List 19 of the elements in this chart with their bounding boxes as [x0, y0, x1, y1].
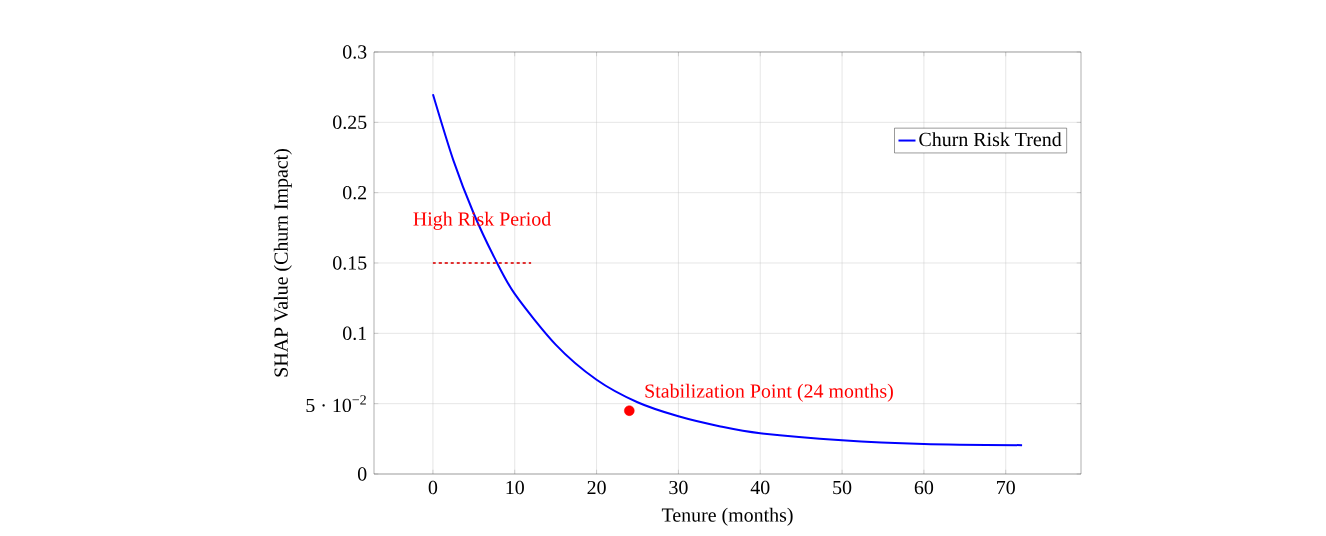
x-tick-label: 10 — [506, 480, 524, 495]
x-axis-title: Tenure (months) — [661, 507, 793, 526]
y-tick-label: 0.1 — [343, 326, 366, 341]
x-tick-label: 40 — [750, 480, 770, 495]
annotation: Stabilization Point (24 months) — [645, 383, 893, 402]
y-tick-label: 0.25 — [333, 115, 367, 130]
x-tick-label: 60 — [914, 480, 934, 495]
x-tick-label: 20 — [587, 480, 606, 495]
y-axis-title: SHAP Value (Churn Impact) — [273, 149, 292, 377]
y-tick-label: 0 — [357, 467, 367, 481]
y-tick-label: 0.2 — [343, 185, 367, 200]
x-tick-label: 70 — [997, 480, 1015, 495]
x-tick-label: 30 — [669, 480, 688, 495]
y-tick-label: 0.3 — [343, 45, 367, 59]
y-tick-label: 5 · 10$^{−2}$ — [306, 395, 366, 413]
y-tick-label: 0.15 — [333, 256, 367, 270]
x-tick-label: 50 — [833, 480, 852, 495]
x-tick-label: 0 — [428, 480, 438, 495]
legend-label: Churn Risk Trend — [919, 132, 1062, 147]
